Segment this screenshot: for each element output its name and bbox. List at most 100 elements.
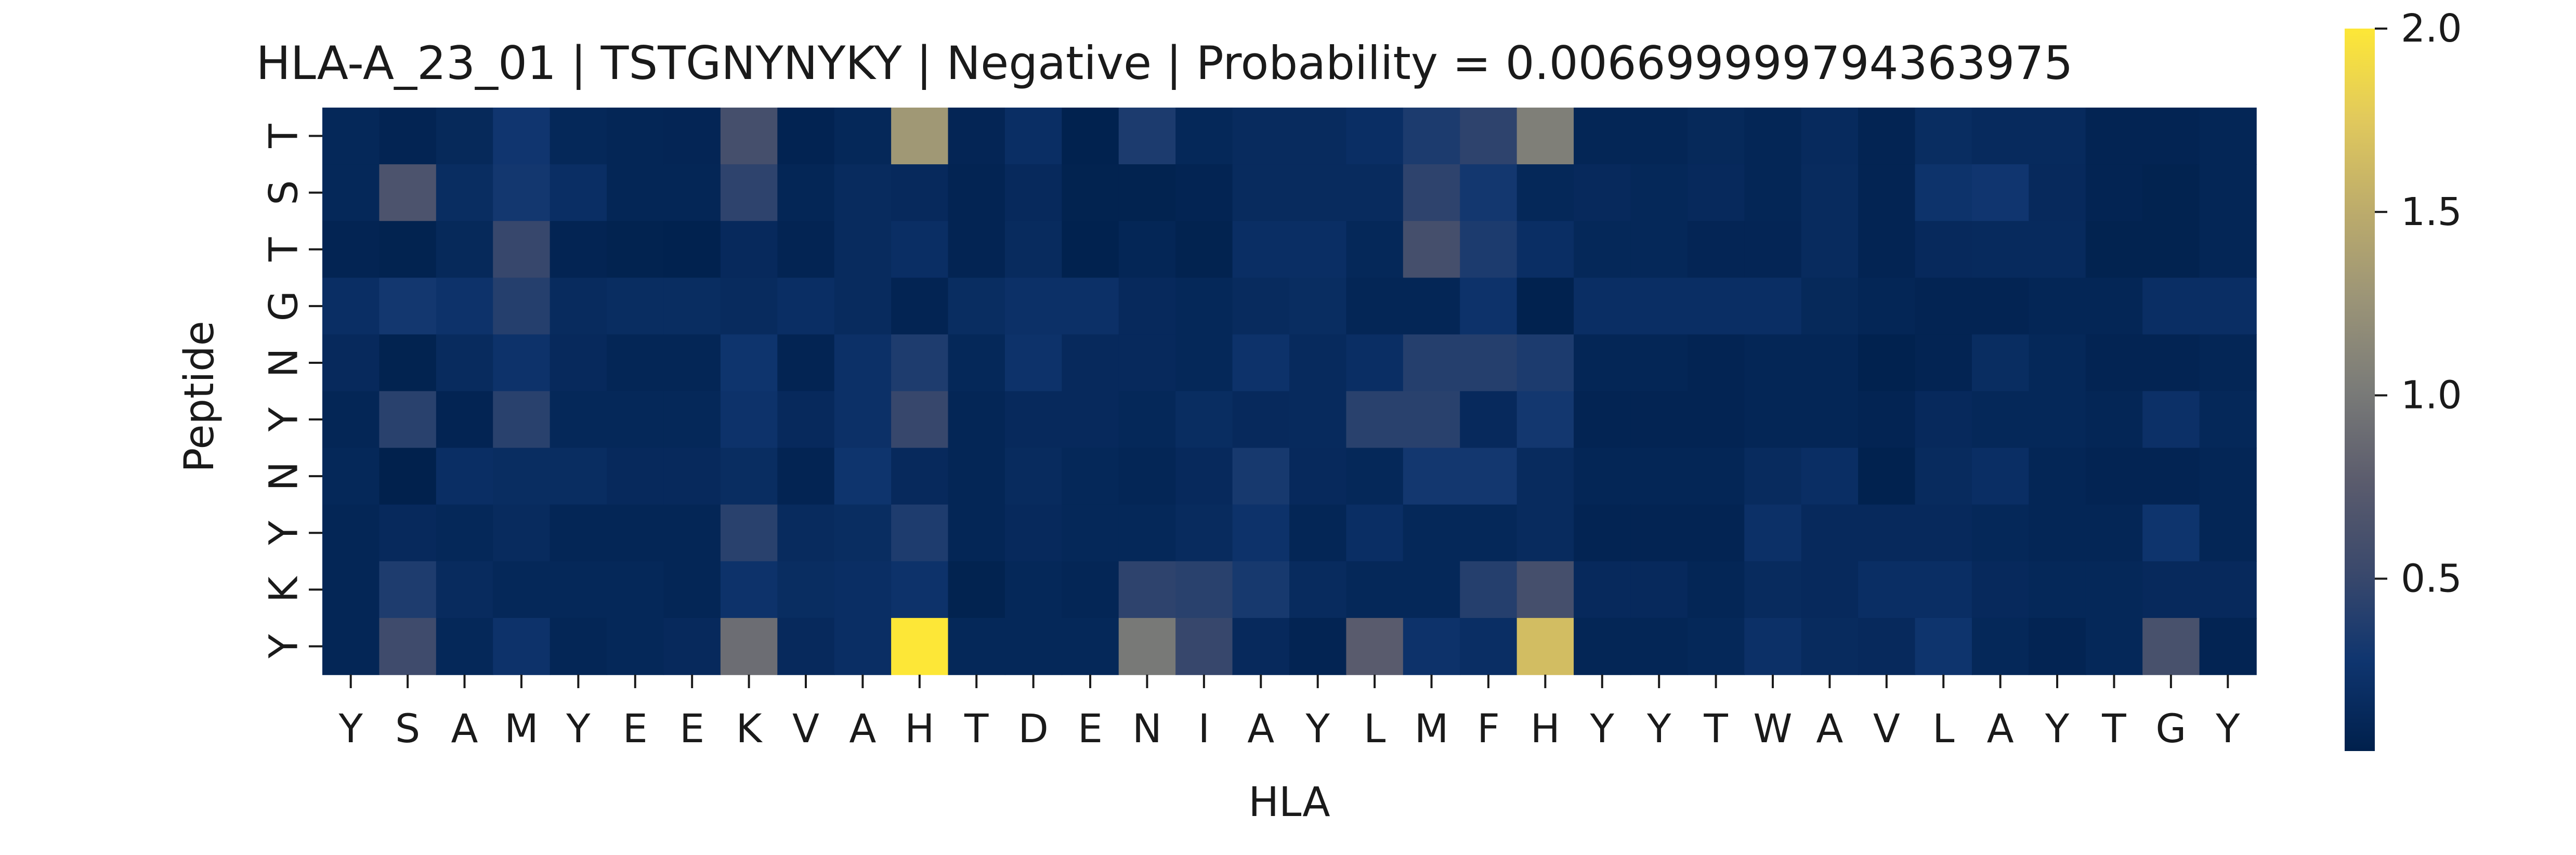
x-tick-label: T [964, 705, 989, 752]
y-tick-label: T [260, 237, 307, 262]
heatmap-cell [891, 561, 949, 619]
heatmap-cell [1175, 164, 1233, 221]
heatmap-cell [2085, 448, 2143, 505]
heatmap-cell [436, 221, 494, 279]
heatmap-cell [1062, 221, 1119, 279]
heatmap-cell [2142, 221, 2200, 279]
heatmap-cell [379, 334, 437, 392]
heatmap-cell [2029, 278, 2086, 335]
heatmap-cell [1744, 561, 1802, 619]
heatmap-cell [891, 334, 949, 392]
x-tick-label: E [623, 705, 648, 752]
heatmap-cell [1915, 278, 1972, 335]
colorbar-tick-label: 1.0 [2401, 373, 2462, 418]
heatmap-cell [2085, 164, 2143, 221]
x-axis-label: HLA [1248, 779, 1330, 826]
x-tick-label: H [1531, 705, 1560, 752]
heatmap-cell [2085, 617, 2143, 675]
heatmap-cell [834, 221, 892, 279]
heatmap-cell [1118, 617, 1176, 675]
heatmap-cell [1687, 164, 1745, 221]
heatmap-cell [1915, 221, 1972, 279]
heatmap-cell [1971, 504, 2030, 562]
heatmap-cell [1971, 561, 2030, 619]
heatmap-cell [720, 108, 778, 165]
heatmap-cell [2029, 617, 2086, 675]
heatmap-cell [720, 164, 778, 221]
heatmap-cell [1175, 504, 1233, 562]
heatmap-cell [1687, 108, 1745, 165]
heatmap-cell [1346, 391, 1404, 449]
heatmap-cell [1175, 278, 1233, 335]
heatmap-cell [1516, 334, 1574, 392]
heatmap-cell [891, 221, 949, 279]
heatmap-cell [1062, 164, 1119, 221]
x-tick-label: T [2101, 705, 2126, 752]
heatmap-cell [1232, 561, 1290, 619]
heatmap-cell [2199, 391, 2257, 449]
x-tick-label: M [504, 705, 539, 752]
heatmap-cell [550, 504, 607, 562]
heatmap-cell [1289, 391, 1347, 449]
heatmap-cell [1687, 221, 1745, 279]
x-tick-label: Y [2045, 705, 2070, 752]
colorbar-tick-label: 2.0 [2401, 6, 2462, 51]
heatmap-cell [1289, 334, 1347, 392]
heatmap-cell [1289, 164, 1347, 221]
heatmap-cell [1801, 278, 1859, 335]
heatmap-cell [1403, 561, 1461, 619]
heatmap-cell [720, 391, 778, 449]
heatmap-cell [2199, 448, 2257, 505]
heatmap-cell [436, 391, 494, 449]
heatmap-cell [1004, 448, 1063, 505]
heatmap-cell [1744, 448, 1802, 505]
y-tick-label: Y [260, 634, 307, 659]
heatmap-cell [1744, 221, 1802, 279]
heatmap-cell [948, 334, 1005, 392]
heatmap-cell [607, 334, 664, 392]
heatmap-cell [1118, 561, 1176, 619]
heatmap-cell [2029, 334, 2086, 392]
heatmap-cell [1175, 108, 1233, 165]
heatmap-cell [550, 561, 607, 619]
heatmap-cell [550, 448, 607, 505]
heatmap-cell [1289, 221, 1347, 279]
heatmap-cell [663, 448, 721, 505]
heatmap-cell [2029, 164, 2086, 221]
heatmap-cell [1915, 108, 1972, 165]
x-tick-label: M [1415, 705, 1449, 752]
x-tick-label: A [1816, 705, 1843, 752]
heatmap-cell [1630, 164, 1688, 221]
heatmap-cell [493, 164, 551, 221]
heatmap-cell [1346, 561, 1404, 619]
heatmap-cell [2085, 334, 2143, 392]
x-tick-label: Y [1305, 705, 1330, 752]
heatmap-cell [607, 561, 664, 619]
heatmap-cell [663, 504, 721, 562]
heatmap-cell [2029, 504, 2086, 562]
heatmap-cell [1232, 164, 1290, 221]
heatmap-cell [2029, 561, 2086, 619]
heatmap-cell [322, 561, 380, 619]
heatmap-cell [1630, 221, 1688, 279]
heatmap-cell [1460, 504, 1518, 562]
heatmap-cell [322, 221, 380, 279]
y-axis-ticks: TSTGNYNYKY [260, 124, 322, 659]
heatmap-cell [1004, 504, 1063, 562]
heatmap-cell [1460, 617, 1518, 675]
heatmap-cell [1004, 278, 1063, 335]
chart-title: HLA-A_23_01 | TSTGNYNYKY | Negative | Pr… [256, 36, 2073, 90]
heatmap-cell [322, 164, 380, 221]
heatmap-cell [607, 504, 664, 562]
heatmap-cell [1574, 617, 1631, 675]
heatmap-cell [1516, 108, 1574, 165]
colorbar-tick-label: 0.5 [2401, 556, 2462, 601]
heatmap-cell [2085, 278, 2143, 335]
heatmap-cell [1062, 278, 1119, 335]
heatmap-cell [379, 448, 437, 505]
heatmap-cell [1801, 448, 1859, 505]
heatmap-cell [1175, 448, 1233, 505]
heatmap-cell [607, 108, 664, 165]
heatmap-cell [777, 278, 835, 335]
heatmap-cell [550, 391, 607, 449]
